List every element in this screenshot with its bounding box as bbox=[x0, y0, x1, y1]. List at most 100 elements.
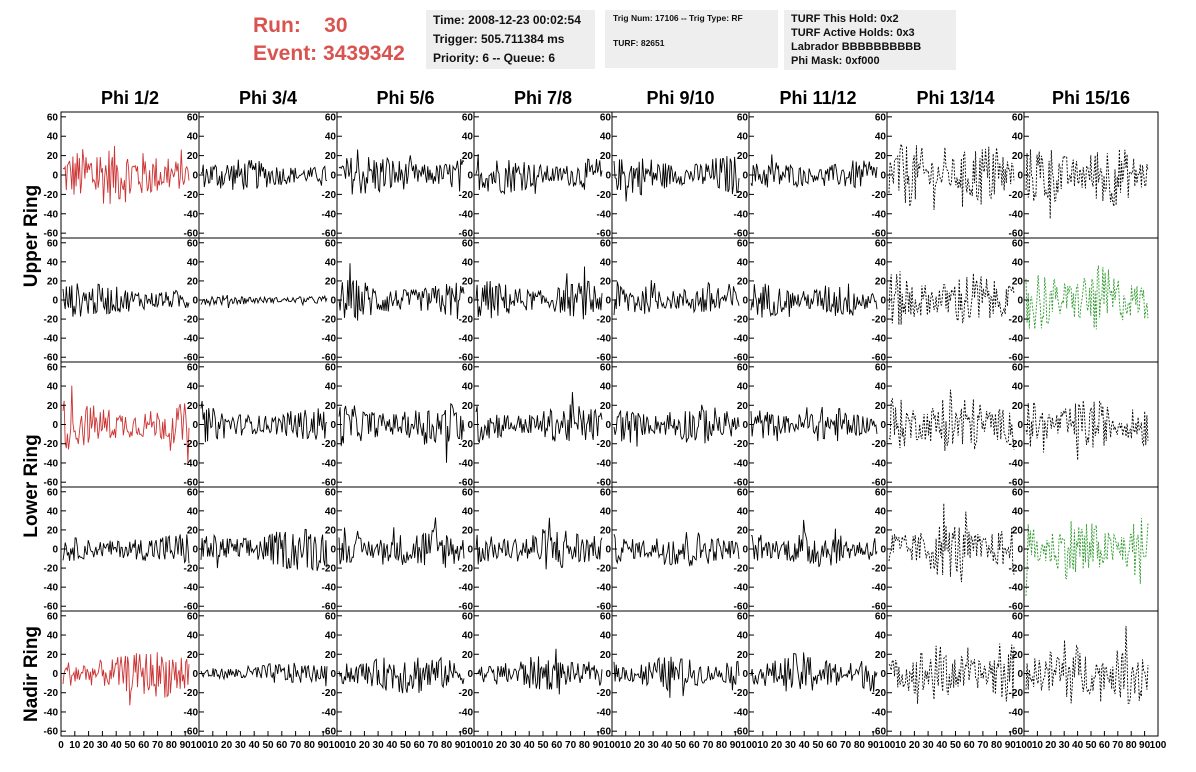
y-tick-label: -60 bbox=[872, 727, 887, 738]
run-value: 30 bbox=[324, 14, 348, 37]
panel-frame-r2-c2 bbox=[198, 237, 338, 363]
y-tick-label: -60 bbox=[44, 478, 59, 489]
y-tick-label: -20 bbox=[184, 439, 199, 450]
y-tick-label: 0 bbox=[467, 420, 473, 431]
waveform-r1-c8 bbox=[1025, 149, 1149, 219]
y-tick-label: -40 bbox=[459, 707, 474, 718]
waveform-r3-c5 bbox=[613, 404, 740, 447]
y-tick-label: 20 bbox=[462, 151, 474, 162]
y-tick-label: 0 bbox=[1017, 171, 1023, 182]
y-tick-label: -60 bbox=[1009, 353, 1024, 364]
waveform-r5-c7 bbox=[888, 643, 1015, 704]
panel-frame-r5-c8 bbox=[1023, 610, 1159, 737]
x-tick-label: 20 bbox=[1045, 740, 1057, 751]
y-tick-label: 60 bbox=[187, 238, 199, 249]
y-tick-label: 20 bbox=[47, 151, 59, 162]
y-tick-label: -40 bbox=[459, 209, 474, 220]
y-tick-label: 60 bbox=[325, 112, 337, 123]
y-tick-label: 0 bbox=[605, 669, 611, 680]
y-tick-label: 20 bbox=[462, 401, 474, 412]
waveform-r4-c7 bbox=[888, 503, 1015, 583]
waveform-r4-c8 bbox=[1025, 518, 1149, 597]
y-tick-label: -40 bbox=[597, 458, 612, 469]
y-tick-label: 0 bbox=[605, 296, 611, 307]
trig-num-text: Trig Num: 17106 -- Trig Type: RF bbox=[613, 13, 743, 23]
x-tick-label: 10 bbox=[1032, 740, 1044, 751]
x-tick-label: 80 bbox=[1126, 740, 1138, 751]
y-tick-label: -60 bbox=[322, 478, 337, 489]
y-tick-label: -20 bbox=[184, 564, 199, 575]
turf-text: TURF: 82651 bbox=[613, 38, 665, 48]
y-tick-label: 60 bbox=[325, 487, 337, 498]
x-tick-label: 10 bbox=[207, 740, 219, 751]
y-tick-label: 40 bbox=[1012, 506, 1024, 517]
y-tick-label: -60 bbox=[597, 353, 612, 364]
y-tick-label: 60 bbox=[737, 487, 749, 498]
y-tick-label: 20 bbox=[325, 525, 337, 536]
y-tick-label: 20 bbox=[737, 650, 749, 661]
y-tick-label: -60 bbox=[459, 229, 474, 240]
y-tick-label: 20 bbox=[462, 650, 474, 661]
x-tick-label: 20 bbox=[359, 740, 371, 751]
waveform-r3-c7 bbox=[888, 389, 1015, 451]
y-tick-label: -60 bbox=[184, 229, 199, 240]
y-tick-label: 0 bbox=[330, 420, 336, 431]
y-tick-label: 60 bbox=[737, 611, 749, 622]
y-tick-label: -60 bbox=[1009, 229, 1024, 240]
y-tick-label: -60 bbox=[184, 353, 199, 364]
y-tick-label: -60 bbox=[459, 353, 474, 364]
trig-info-box: Trig Num: 17106 -- Trig Type: RF TURF: 8… bbox=[605, 10, 778, 68]
panel-frame-r1-c5 bbox=[611, 111, 750, 239]
x-tick-label: 70 bbox=[427, 740, 439, 751]
y-tick-label: -40 bbox=[872, 583, 887, 594]
x-tick-label: 60 bbox=[551, 740, 563, 751]
x-tick-label: 30 bbox=[235, 740, 247, 751]
y-tick-label: 40 bbox=[187, 631, 199, 642]
y-tick-label: -60 bbox=[872, 353, 887, 364]
y-tick-label: -40 bbox=[734, 583, 749, 594]
y-tick-label: -60 bbox=[44, 727, 59, 738]
panel-frame-r4-c8 bbox=[1023, 486, 1159, 612]
y-tick-label: 40 bbox=[47, 506, 59, 517]
y-tick-label: 20 bbox=[600, 276, 612, 287]
x-tick-label: 100 bbox=[329, 740, 346, 751]
y-tick-label: -40 bbox=[184, 583, 199, 594]
y-tick-label: 40 bbox=[1012, 631, 1024, 642]
x-tick-label: 100 bbox=[604, 740, 621, 751]
x-tick-label: 50 bbox=[262, 740, 274, 751]
y-tick-label: 0 bbox=[742, 420, 748, 431]
turf-active-text: TURF Active Holds: 0x3 bbox=[791, 27, 915, 39]
panel-frame-r1-c6 bbox=[748, 111, 888, 239]
ring-label-3: Nadir Ring bbox=[21, 626, 42, 722]
waveform-r2-c1 bbox=[62, 283, 190, 317]
y-tick-label: -20 bbox=[44, 564, 59, 575]
y-tick-label: -20 bbox=[459, 688, 474, 699]
y-tick-label: 60 bbox=[1012, 112, 1024, 123]
y-tick-label: 0 bbox=[467, 545, 473, 556]
y-tick-label: 20 bbox=[875, 650, 887, 661]
y-tick-label: 40 bbox=[600, 631, 612, 642]
y-tick-label: -20 bbox=[1009, 439, 1024, 450]
x-tick-label: 60 bbox=[689, 740, 701, 751]
waveform-r5-c5 bbox=[613, 656, 740, 698]
panel-frame-r2-c3 bbox=[336, 237, 475, 363]
x-tick-label: 40 bbox=[799, 740, 811, 751]
waveform-r2-c2 bbox=[200, 294, 328, 309]
y-tick-label: 0 bbox=[330, 545, 336, 556]
y-tick-label: -40 bbox=[322, 458, 337, 469]
y-tick-label: 20 bbox=[737, 401, 749, 412]
x-tick-label: 100 bbox=[1016, 740, 1033, 751]
x-tick-label: 60 bbox=[276, 740, 288, 751]
x-tick-label: 80 bbox=[854, 740, 866, 751]
x-tick-label: 70 bbox=[702, 740, 714, 751]
phi-mask-text: Phi Mask: 0xf000 bbox=[791, 55, 880, 67]
y-tick-label: -20 bbox=[872, 315, 887, 326]
y-tick-label: 20 bbox=[47, 276, 59, 287]
y-tick-label: 60 bbox=[462, 611, 474, 622]
waveform-r3-c2 bbox=[200, 400, 328, 443]
y-tick-label: -40 bbox=[44, 334, 59, 345]
panel-frame-r2-c7 bbox=[886, 237, 1025, 363]
x-tick-label: 40 bbox=[524, 740, 536, 751]
y-tick-label: 0 bbox=[52, 669, 58, 680]
y-tick-label: -40 bbox=[322, 209, 337, 220]
